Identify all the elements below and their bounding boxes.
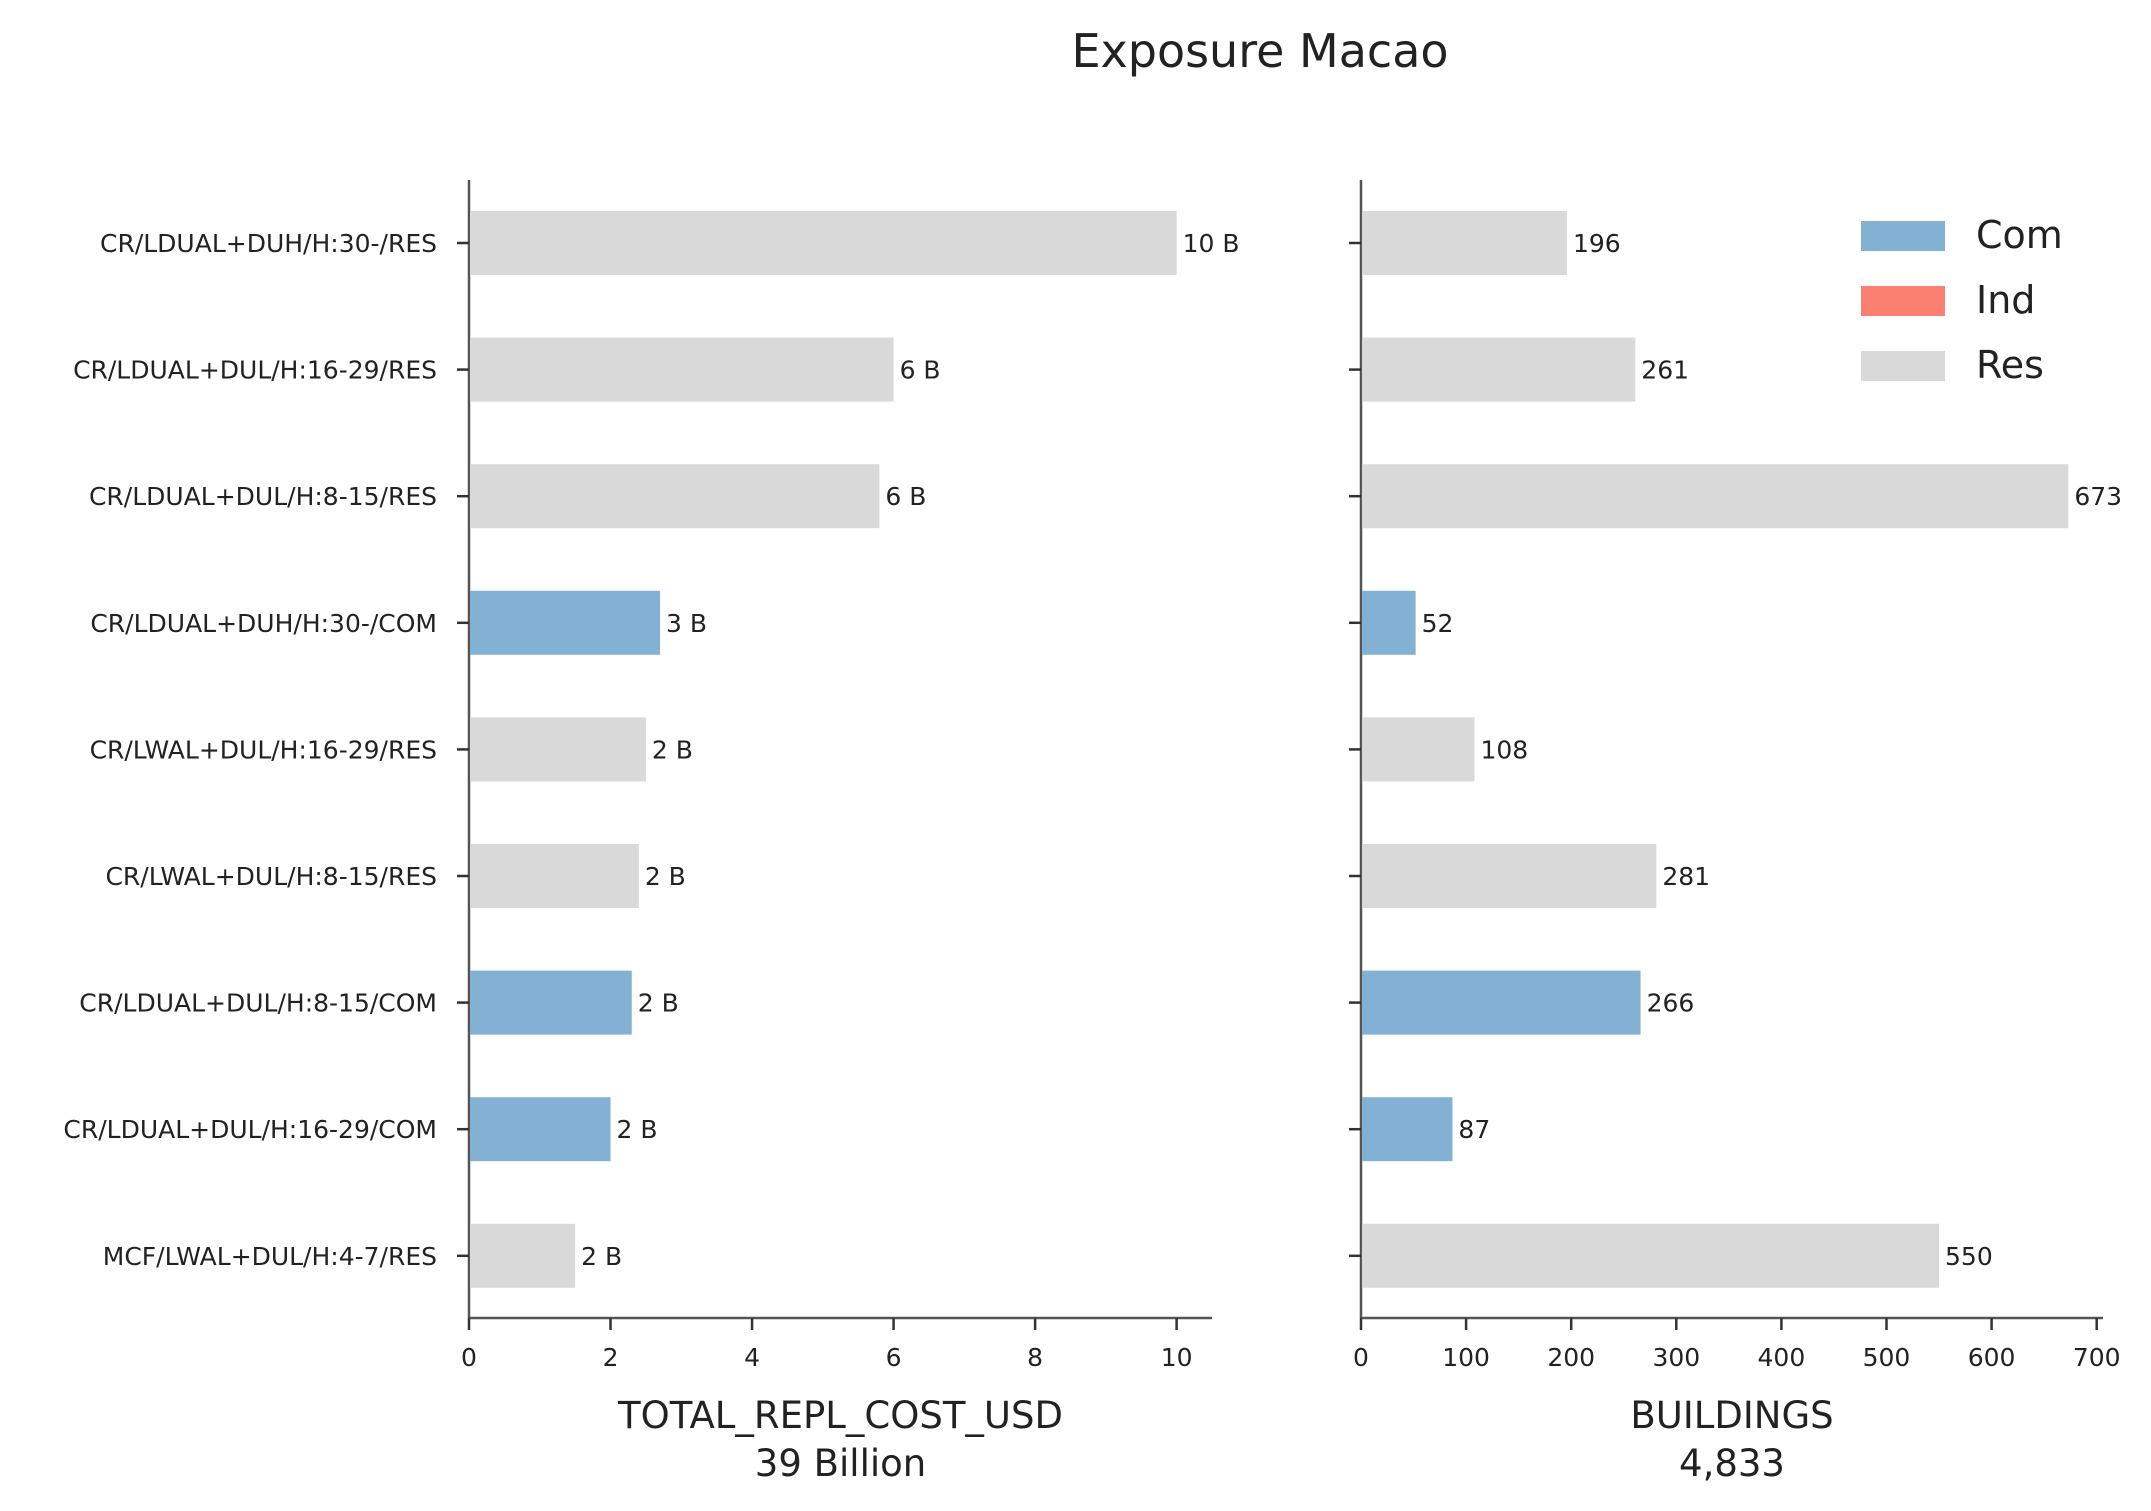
- x-tick-label: 300: [1652, 1343, 1700, 1372]
- legend-swatch: [1861, 286, 1945, 316]
- x-tick-label: 500: [1863, 1343, 1911, 1372]
- bar: [1362, 590, 1416, 655]
- data-label: 10 B: [1183, 229, 1240, 258]
- bar: [470, 211, 1177, 275]
- bar: [470, 844, 639, 908]
- x-tick-label: 6: [886, 1343, 902, 1372]
- chart-title: Exposure Macao: [1071, 24, 1449, 78]
- category-label: CR/LDUAL+DUL/H:8-15/RES: [89, 482, 437, 511]
- legend-label: Res: [1976, 343, 2044, 387]
- category-label: CR/LDUAL+DUL/H:8-15/COM: [79, 989, 437, 1018]
- legend-label: Ind: [1976, 278, 2035, 322]
- bar: [1362, 717, 1475, 782]
- bar: [1362, 1223, 1940, 1288]
- data-label: 266: [1647, 989, 1695, 1018]
- data-label: 196: [1573, 229, 1621, 258]
- x-axis-label: TOTAL_REPL_COST_USD: [617, 1394, 1063, 1437]
- data-label: 673: [2074, 482, 2122, 511]
- x-tick-label: 700: [2073, 1343, 2121, 1372]
- bar: [1362, 464, 2069, 529]
- data-label: 3 B: [666, 609, 707, 638]
- bar: [470, 590, 661, 655]
- data-label: 2 B: [652, 735, 693, 764]
- x-axis-total: 39 Billion: [755, 1442, 926, 1485]
- bar: [470, 1223, 576, 1288]
- x-tick-label: 8: [1027, 1343, 1043, 1372]
- category-label: CR/LWAL+DUL/H:8-15/RES: [105, 862, 437, 891]
- category-label: MCF/LWAL+DUL/H:4-7/RES: [103, 1242, 437, 1271]
- data-label: 2 B: [645, 862, 686, 891]
- category-label: CR/LDUAL+DUL/H:16-29/RES: [73, 356, 437, 385]
- data-label: 108: [1481, 735, 1529, 764]
- x-tick-label: 4: [744, 1343, 760, 1372]
- x-tick-label: 2: [603, 1343, 619, 1372]
- bar: [1362, 1097, 1453, 1162]
- legend-swatch: [1861, 351, 1945, 381]
- bar: [1362, 970, 1641, 1035]
- x-tick-label: 400: [1758, 1343, 1806, 1372]
- data-label: 2 B: [581, 1242, 622, 1271]
- data-label: 550: [1945, 1242, 1993, 1271]
- category-label: CR/LWAL+DUL/H:16-29/RES: [90, 735, 437, 764]
- bar: [470, 970, 632, 1035]
- bar: [470, 464, 880, 529]
- bar: [470, 717, 646, 782]
- data-label: 87: [1458, 1115, 1490, 1144]
- bar: [1362, 211, 1567, 275]
- legend-label: Com: [1976, 213, 2063, 257]
- x-tick-label: 0: [461, 1343, 477, 1372]
- category-label: CR/LDUAL+DUH/H:30-/RES: [100, 229, 437, 258]
- bar: [1362, 337, 1636, 402]
- x-tick-label: 100: [1442, 1343, 1490, 1372]
- bar: [470, 337, 894, 402]
- data-label: 6 B: [900, 356, 941, 385]
- x-tick-label: 600: [1968, 1343, 2016, 1372]
- x-tick-label: 0: [1353, 1343, 1369, 1372]
- data-label: 2 B: [638, 989, 679, 1018]
- x-tick-label: 10: [1161, 1343, 1193, 1372]
- category-label: CR/LDUAL+DUH/H:30-/COM: [90, 609, 437, 638]
- legend-swatch: [1861, 221, 1945, 251]
- data-label: 261: [1641, 356, 1689, 385]
- x-tick-label: 200: [1547, 1343, 1595, 1372]
- bar: [470, 1097, 611, 1162]
- data-label: 281: [1662, 862, 1710, 891]
- bar: [1362, 844, 1657, 908]
- x-axis-label: BUILDINGS: [1630, 1394, 1833, 1437]
- category-label: CR/LDUAL+DUL/H:16-29/COM: [63, 1115, 437, 1144]
- x-axis-total: 4,833: [1679, 1442, 1785, 1485]
- data-label: 6 B: [885, 482, 926, 511]
- data-label: 52: [1422, 609, 1454, 638]
- data-label: 2 B: [617, 1115, 658, 1144]
